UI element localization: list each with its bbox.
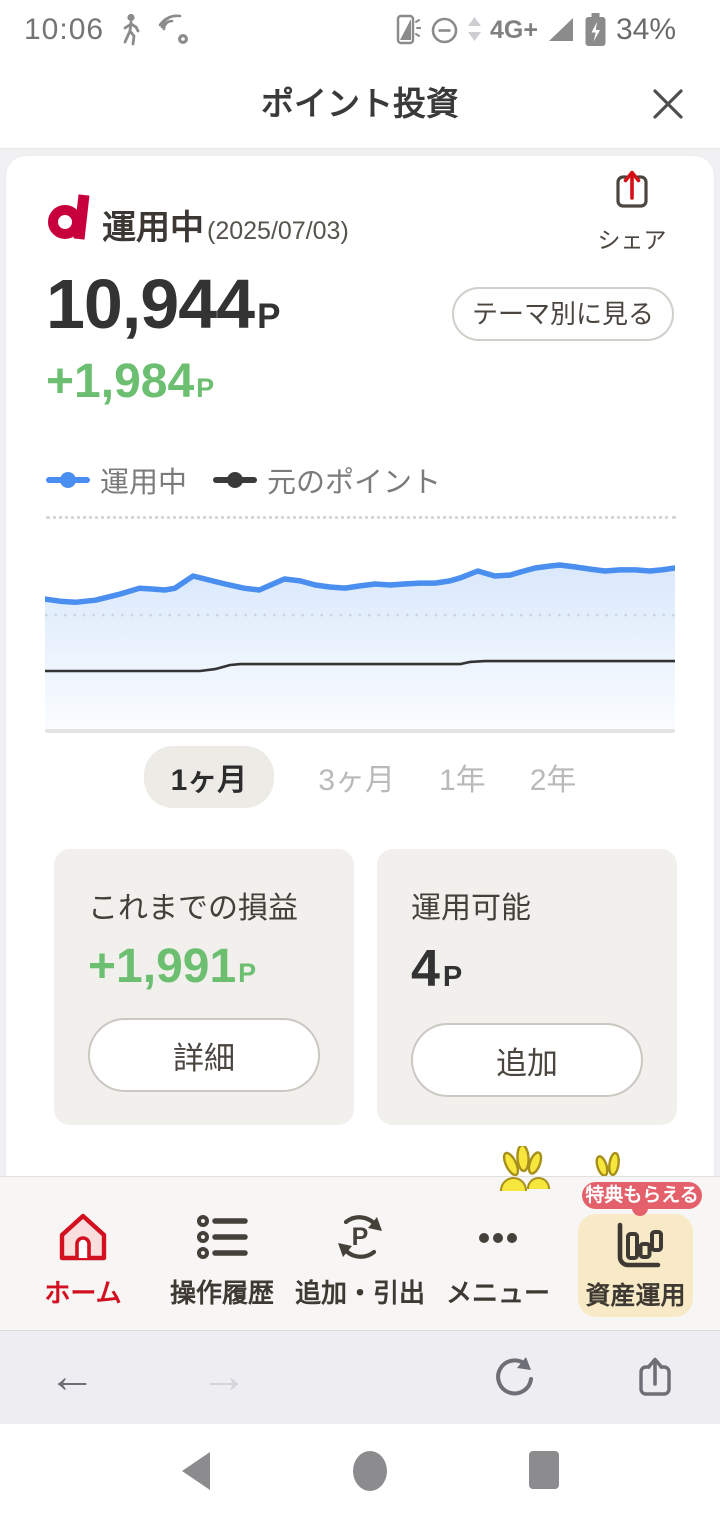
network-type: 4G+: [490, 15, 538, 44]
gain-value: +1,984: [46, 355, 195, 408]
total-points-unit: P: [257, 297, 281, 336]
browser-back-icon[interactable]: ←: [48, 1350, 96, 1403]
android-back-icon[interactable]: [180, 1450, 212, 1492]
view-by-theme-button[interactable]: テーマ別に見る: [452, 287, 674, 341]
bar-chart-icon: [617, 1222, 663, 1267]
total-points: 10,944 P: [46, 264, 280, 344]
android-home-icon[interactable]: [352, 1450, 388, 1492]
nav-label-home: ホーム: [44, 1278, 122, 1308]
gain-amount: +1,984 P: [46, 354, 214, 409]
as-of-date: (2025/07/03): [207, 217, 349, 245]
benefit-badge: 特典もらえる: [582, 1182, 702, 1216]
tab-3months[interactable]: 3ヶ月: [318, 764, 395, 797]
battery-charging-icon: [585, 13, 606, 46]
legend-swatch-original: [213, 472, 258, 488]
nav-label-menu: メニュー: [445, 1278, 550, 1308]
nav-item-add-withdraw[interactable]: P 追加・引出: [290, 1209, 430, 1310]
period-tabs: 1ヶ月 3ヶ月 1年 2年: [6, 746, 714, 808]
performance-chart: [42, 517, 678, 733]
profit-value: +1,991: [88, 940, 237, 993]
share-label: シェア: [597, 227, 667, 253]
original-points-line: [43, 659, 677, 673]
list-history-icon: [197, 1215, 248, 1259]
available-card: 運用可能 4 P 追加: [377, 849, 677, 1125]
profit-unit: P: [238, 958, 257, 988]
status-label: 運用中: [102, 209, 204, 247]
available-label: 運用可能: [411, 892, 531, 925]
nav-item-asset-management[interactable]: 資産運用: [578, 1214, 693, 1317]
walking-person-icon: [123, 13, 140, 46]
available-value-row: 4 P: [411, 939, 643, 999]
add-button[interactable]: 追加: [411, 1023, 643, 1097]
status-bar: 10:06: [0, 0, 720, 60]
nav-label-history: 操作履歴: [169, 1278, 274, 1308]
legend-swatch-invested: [46, 472, 90, 488]
status-bar-left: 10:06: [24, 13, 193, 47]
menu-dots-icon: [479, 1233, 517, 1243]
nav-item-home[interactable]: ホーム: [13, 1209, 153, 1310]
point-transfer-icon: P: [338, 1215, 382, 1259]
available-value: 4: [411, 940, 440, 998]
investment-summary-card: 運用中 (2025/07/03) シェア 10,944 P テーマ別に見る +1…: [6, 156, 714, 1176]
profit-label: これまでの損益: [88, 892, 298, 925]
nav-item-history[interactable]: 操作履歴: [152, 1209, 292, 1310]
android-recents-icon[interactable]: [528, 1450, 560, 1490]
clock: 10:06: [24, 13, 105, 46]
total-points-value: 10,944: [46, 265, 255, 343]
browser-toolbar: ← →: [0, 1330, 720, 1424]
performance-chart-svg: [42, 562, 678, 733]
legend-label-invested: 運用中: [100, 467, 188, 499]
do-not-disturb-icon: [431, 17, 458, 43]
battery-percentage: 34%: [615, 13, 676, 46]
mascot-head-2: [527, 1177, 550, 1189]
profit-card: これまでの損益 +1,991 P 詳細: [54, 849, 354, 1125]
chart-legend: 運用中 元のポイント: [46, 462, 442, 499]
chart-top-gridline: [46, 516, 676, 519]
status-bar-right: 4G+ 34%: [396, 13, 676, 47]
tab-2years[interactable]: 2年: [529, 764, 577, 797]
data-updown-arrows-icon: [468, 17, 481, 41]
profit-value-row: +1,991 P: [88, 939, 320, 994]
status-title-row: 運用中 (2025/07/03): [102, 200, 349, 249]
screen-flash-icon: [396, 14, 421, 45]
nav-label-asset-management: 資産運用: [585, 1281, 686, 1310]
invested-area-fill: [45, 565, 675, 733]
browser-refresh-icon[interactable]: [489, 1355, 535, 1401]
signal-strength-icon: [548, 18, 573, 41]
tab-1month[interactable]: 1ヶ月: [143, 746, 275, 808]
dpoint-logo: [48, 194, 90, 240]
share-button[interactable]: シェア: [589, 168, 675, 255]
browser-forward-icon: →: [200, 1350, 248, 1403]
app-header: ポイント投資: [0, 60, 720, 148]
share-icon: [616, 170, 648, 208]
page-title: ポイント投資: [261, 85, 459, 122]
chart-baseline: [45, 729, 675, 733]
gain-unit: P: [196, 373, 215, 403]
svg-text:P: P: [352, 1223, 369, 1251]
mascot-hand-2: [595, 1152, 620, 1177]
nav-label-add-withdraw: 追加・引出: [294, 1278, 425, 1308]
available-unit: P: [442, 961, 463, 993]
close-icon[interactable]: [650, 86, 686, 122]
detail-button[interactable]: 詳細: [88, 1018, 320, 1092]
browser-share-icon[interactable]: [632, 1355, 678, 1401]
invested-line: [42, 562, 678, 606]
ring-vibrate-settings-icon: [158, 14, 189, 44]
mascot-hand: [502, 1146, 543, 1176]
home-icon: [59, 1213, 107, 1261]
legend-label-original: 元のポイント: [267, 467, 442, 499]
nav-item-menu[interactable]: メニュー: [428, 1209, 568, 1310]
tab-1year[interactable]: 1年: [439, 764, 486, 797]
